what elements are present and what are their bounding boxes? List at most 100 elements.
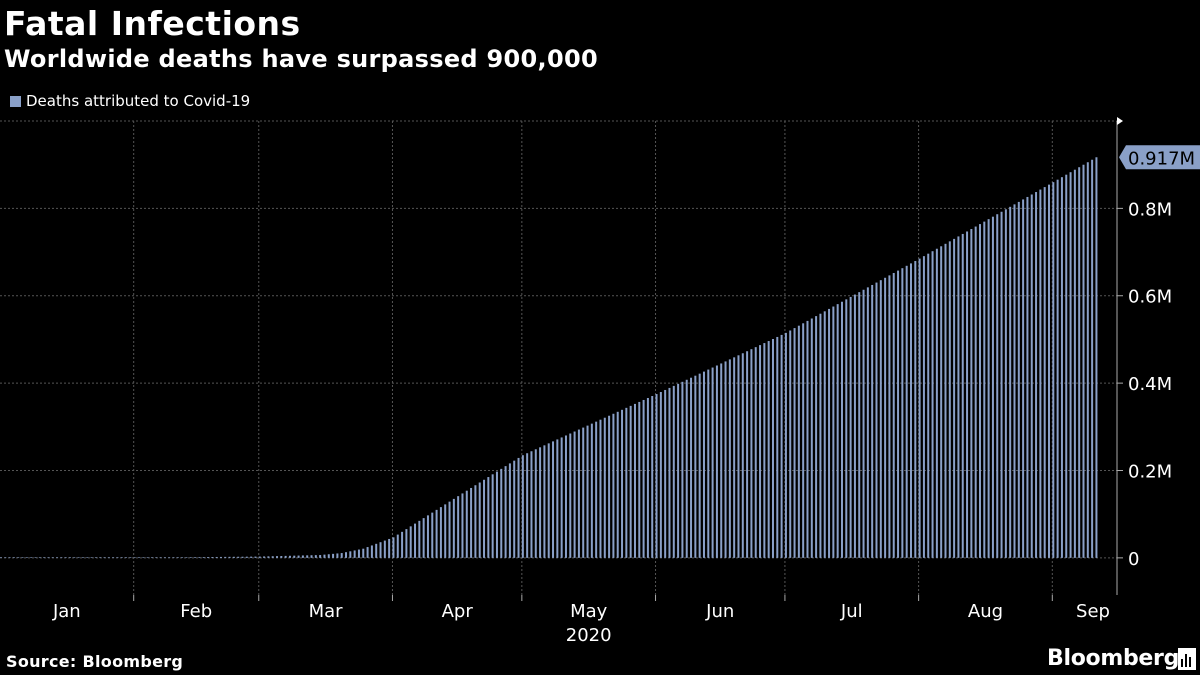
- bar: [202, 557, 205, 558]
- bar: [823, 311, 826, 558]
- bar: [1035, 192, 1038, 558]
- bar: [276, 556, 279, 558]
- bar: [25, 557, 28, 558]
- bar: [172, 557, 175, 558]
- legend: Deaths attributed to Covid-19: [10, 92, 250, 110]
- bar: [659, 392, 662, 558]
- bar: [181, 557, 184, 558]
- bar: [21, 557, 24, 558]
- bar: [586, 425, 589, 558]
- bar: [332, 553, 335, 558]
- bar: [34, 557, 37, 558]
- x-tick-label: May: [570, 601, 608, 622]
- bar: [439, 507, 442, 558]
- bar: [1013, 204, 1016, 558]
- bar: [345, 552, 348, 558]
- source-note: Source: Bloomberg: [6, 652, 184, 671]
- bar: [362, 548, 365, 558]
- bar: [280, 556, 283, 558]
- bar: [547, 443, 550, 558]
- bar: [953, 238, 956, 558]
- bar: [728, 359, 731, 558]
- bar: [1000, 211, 1003, 558]
- x-tick-label: Aug: [968, 601, 1003, 622]
- bar: [560, 437, 563, 558]
- bar: [228, 556, 231, 558]
- x-year-label: 2020: [566, 625, 612, 646]
- bar: [452, 498, 455, 558]
- bar: [491, 474, 494, 558]
- bar: [254, 556, 257, 558]
- bar: [672, 385, 675, 558]
- bar: [655, 394, 658, 558]
- bar: [810, 318, 813, 558]
- bar: [733, 357, 736, 558]
- x-tick-label: Feb: [180, 601, 212, 622]
- bar: [73, 557, 76, 558]
- bar: [862, 289, 865, 558]
- bar: [211, 557, 214, 558]
- bar: [508, 463, 511, 558]
- bar: [608, 415, 611, 558]
- bar: [189, 557, 192, 558]
- last-value-label: 0.917M: [1128, 148, 1195, 169]
- chart-subtitle: Worldwide deaths have surpassed 900,000: [4, 45, 598, 73]
- y-axis-arrow: [1117, 117, 1123, 125]
- bar: [176, 557, 179, 558]
- bar: [357, 549, 360, 558]
- bar: [1004, 209, 1007, 558]
- bar: [232, 556, 235, 558]
- bar: [1060, 177, 1063, 558]
- bar: [884, 277, 887, 558]
- bar: [767, 341, 770, 558]
- bar: [849, 296, 852, 558]
- bar: [241, 556, 244, 558]
- bar: [763, 343, 766, 558]
- bar: [987, 219, 990, 558]
- bar: [573, 431, 576, 558]
- bar: [897, 270, 900, 558]
- bar: [401, 531, 404, 558]
- bar: [866, 287, 869, 558]
- bar: [435, 509, 438, 558]
- bar: [431, 512, 434, 558]
- bar: [927, 253, 930, 558]
- bar: [612, 413, 615, 558]
- bar: [396, 534, 399, 558]
- bar: [474, 485, 477, 558]
- bar: [69, 557, 72, 558]
- bar: [543, 445, 546, 558]
- bar: [918, 258, 921, 558]
- x-tick-label: Apr: [442, 601, 474, 622]
- bar: [1047, 184, 1050, 558]
- bar: [81, 557, 84, 558]
- bar: [245, 556, 248, 558]
- legend-swatch: [10, 95, 21, 107]
- bar: [638, 401, 641, 558]
- bar: [133, 557, 136, 558]
- bar: [409, 526, 412, 558]
- bar: [120, 557, 123, 558]
- bar: [879, 280, 882, 558]
- bar: [250, 556, 253, 558]
- bar: [168, 557, 171, 558]
- bar: [759, 345, 762, 558]
- bar: [418, 520, 421, 558]
- bar: [664, 389, 667, 558]
- bar: [966, 231, 969, 558]
- bar: [702, 371, 705, 558]
- bar: [1052, 182, 1055, 558]
- bar: [60, 557, 63, 558]
- bar: [4, 557, 7, 558]
- x-tick-label: Sep: [1076, 601, 1110, 622]
- bar: [483, 479, 486, 558]
- bar: [465, 490, 468, 558]
- bar: [125, 557, 128, 558]
- bar: [219, 556, 222, 558]
- bar: [327, 554, 330, 558]
- bar: [258, 556, 261, 558]
- bar: [314, 555, 317, 558]
- bar: [754, 347, 757, 558]
- bar: [944, 243, 947, 558]
- bar: [392, 537, 395, 558]
